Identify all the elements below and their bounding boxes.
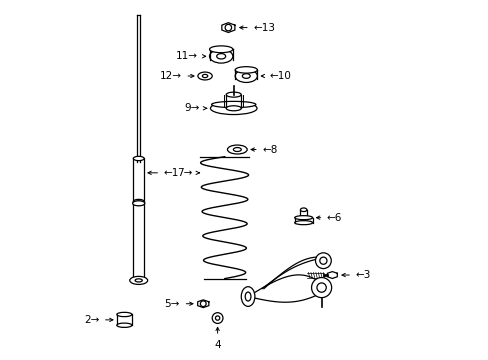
Ellipse shape <box>242 74 250 78</box>
Circle shape <box>311 278 331 298</box>
Text: 9→: 9→ <box>184 103 199 113</box>
Ellipse shape <box>209 46 232 53</box>
Text: 12→: 12→ <box>160 71 182 81</box>
Ellipse shape <box>129 276 147 284</box>
Ellipse shape <box>294 216 312 220</box>
Ellipse shape <box>211 102 255 108</box>
Ellipse shape <box>135 279 142 282</box>
Text: ←3: ←3 <box>355 270 370 280</box>
Ellipse shape <box>241 287 254 306</box>
Polygon shape <box>222 23 234 32</box>
Ellipse shape <box>133 199 144 204</box>
Text: ←6: ←6 <box>326 213 342 222</box>
Circle shape <box>315 253 330 269</box>
Ellipse shape <box>210 102 257 114</box>
Circle shape <box>319 257 326 264</box>
Text: 4: 4 <box>214 339 221 350</box>
Ellipse shape <box>132 201 144 206</box>
Ellipse shape <box>215 316 219 320</box>
Ellipse shape <box>212 313 223 323</box>
Polygon shape <box>327 271 337 279</box>
Ellipse shape <box>294 221 312 225</box>
Ellipse shape <box>216 54 225 59</box>
Ellipse shape <box>227 145 247 154</box>
Text: ←13: ←13 <box>253 23 275 33</box>
Polygon shape <box>197 300 208 307</box>
Text: ←10: ←10 <box>269 71 291 81</box>
Ellipse shape <box>117 323 132 327</box>
Ellipse shape <box>226 106 241 111</box>
Ellipse shape <box>133 156 144 161</box>
Text: 2→: 2→ <box>84 315 99 325</box>
Ellipse shape <box>117 312 132 317</box>
Ellipse shape <box>300 208 306 212</box>
Ellipse shape <box>209 49 232 63</box>
Ellipse shape <box>202 75 207 78</box>
Text: 7→: 7→ <box>177 168 192 178</box>
Ellipse shape <box>198 72 212 80</box>
Ellipse shape <box>235 69 257 82</box>
Circle shape <box>316 283 325 292</box>
Text: ←8: ←8 <box>262 144 277 154</box>
Ellipse shape <box>226 92 241 97</box>
Ellipse shape <box>244 292 250 301</box>
Ellipse shape <box>235 67 257 73</box>
Ellipse shape <box>133 201 144 206</box>
Text: 11→: 11→ <box>176 51 198 61</box>
Text: 5→: 5→ <box>164 299 180 309</box>
Text: ←1: ←1 <box>163 168 179 178</box>
Ellipse shape <box>233 148 241 152</box>
